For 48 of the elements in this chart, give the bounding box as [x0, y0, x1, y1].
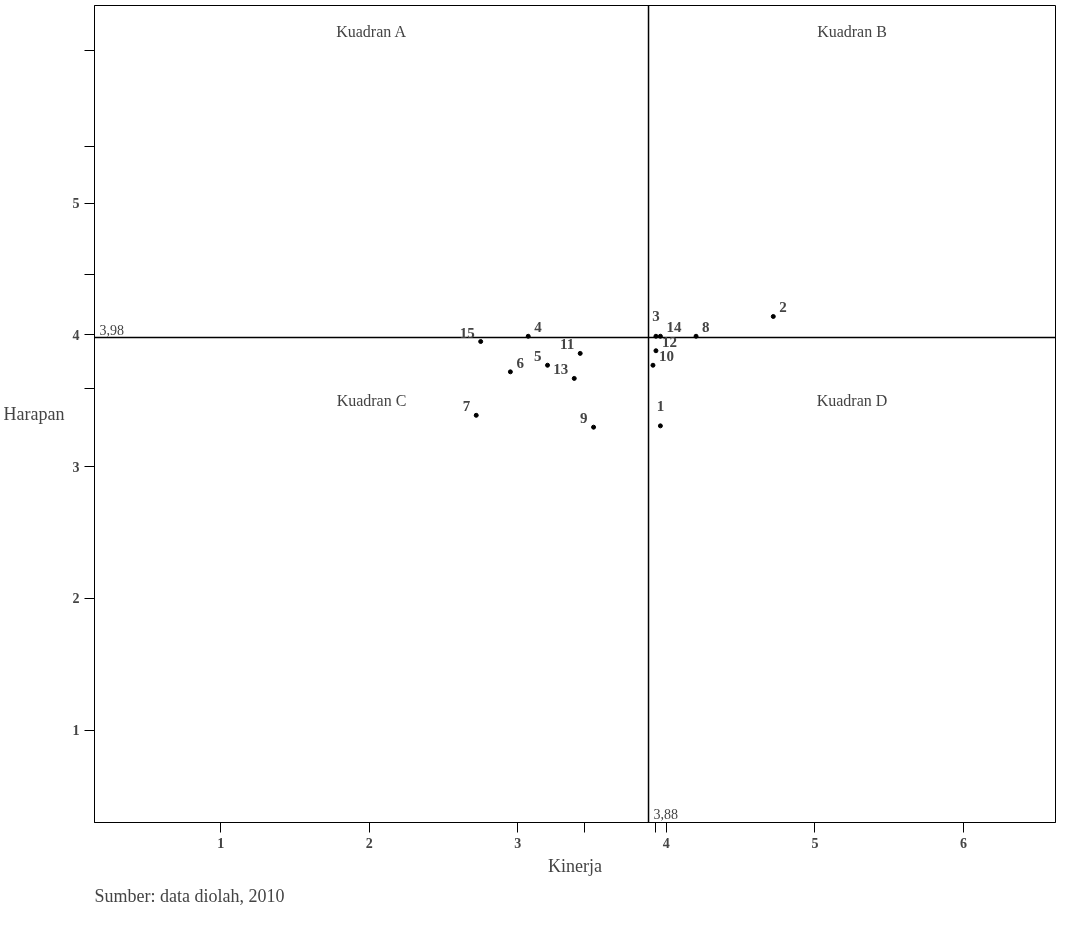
point	[657, 333, 663, 339]
point	[657, 423, 663, 429]
annotation: 15	[459, 324, 475, 341]
annotation: 12	[661, 333, 677, 350]
y-axis-title: Harapan	[3, 404, 65, 424]
annotation: 3	[652, 308, 660, 325]
point	[478, 339, 484, 345]
y-tick-label: 5	[72, 196, 80, 212]
x-tick-label: 6	[959, 835, 967, 851]
text: Sumber: data diolah, 2010	[94, 885, 285, 906]
annotation: 11	[560, 336, 575, 353]
point	[577, 350, 583, 356]
annotation: 14	[666, 319, 682, 336]
point	[473, 412, 479, 418]
y-tick-label: 2	[72, 591, 80, 607]
ref-line-label: 3,98	[99, 322, 124, 338]
point	[591, 424, 597, 430]
x-tick-label: 1	[217, 835, 225, 851]
annotation: Kuadran B	[817, 22, 887, 40]
annotation: 7	[462, 398, 471, 415]
point	[507, 369, 513, 375]
point	[770, 313, 776, 319]
x-tick-label: 4	[662, 835, 670, 851]
y-tick-label: 4	[72, 327, 80, 343]
annotation: Kuadran C	[336, 391, 407, 409]
x-tick-label: 5	[811, 835, 819, 851]
y-tick-label: 1	[72, 723, 80, 739]
annotation: 1	[656, 397, 665, 414]
annotation: 6	[516, 354, 525, 371]
annotation: 13	[553, 361, 569, 378]
point	[653, 348, 659, 354]
point	[693, 333, 699, 339]
annotation: 9	[580, 410, 588, 427]
y-tick-label: 3	[72, 459, 80, 475]
x-axis-title: Kinerja	[548, 855, 602, 876]
ref-line-label: 3,88	[653, 806, 679, 822]
annotation: Kuadran D	[816, 391, 888, 409]
annotation: 8	[702, 319, 710, 336]
annotation: 5	[534, 348, 542, 365]
x-tick-label: 3	[514, 835, 522, 851]
point	[571, 375, 577, 381]
annotation: 4	[534, 319, 543, 336]
annotation: 10	[658, 348, 674, 365]
point	[650, 362, 656, 368]
x-tick-label: 2	[365, 835, 373, 851]
point	[545, 362, 551, 368]
annotation: Kuadran A	[336, 22, 407, 40]
annotation: 2	[779, 299, 787, 316]
